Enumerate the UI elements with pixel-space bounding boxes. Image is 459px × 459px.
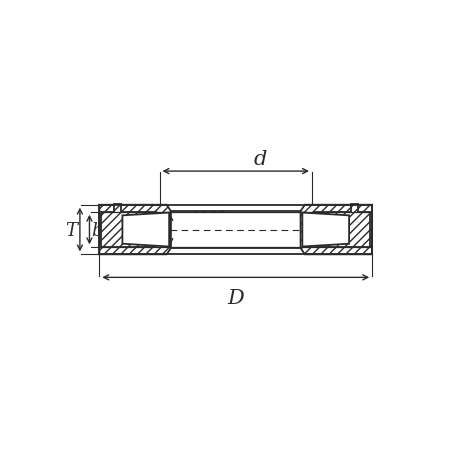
Polygon shape [99,205,171,255]
Text: d: d [253,150,267,169]
Text: T: T [65,221,77,239]
Polygon shape [122,213,169,247]
Text: D: D [227,288,244,308]
Polygon shape [302,213,348,247]
Text: B: B [149,220,164,240]
Text: b: b [91,221,102,239]
Polygon shape [101,205,156,248]
Polygon shape [300,205,371,255]
Polygon shape [315,205,369,248]
